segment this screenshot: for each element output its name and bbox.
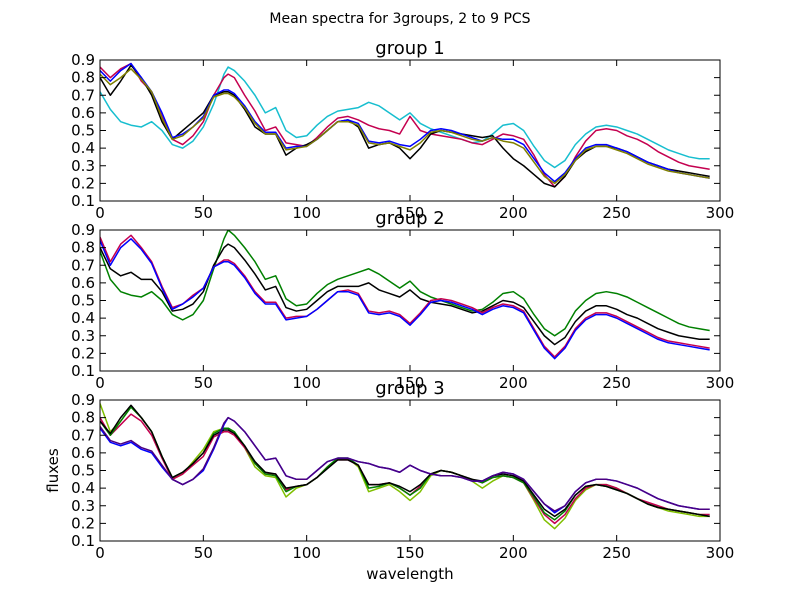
axes-layer: 0 50 100 150 200 250 3000.10.20.30.40.50.60.70… <box>44 38 734 583</box>
y-tick-label: 0.6 <box>71 104 95 122</box>
x-tick-label: 100 <box>292 204 321 222</box>
x-tick-label: 0 <box>95 544 105 562</box>
subplot-title: group 1 <box>375 38 444 59</box>
x-tick-label: 250 <box>602 544 631 562</box>
x-tick-label: 150 <box>396 544 425 562</box>
y-tick-label: 0.2 <box>71 514 95 532</box>
x-tick-label: 300 <box>706 374 735 392</box>
y-tick-label: 0.8 <box>71 239 95 257</box>
x-tick-label: 0 <box>95 204 105 222</box>
x-tick-label: 200 <box>499 544 528 562</box>
x-tick-label: 100 <box>292 374 321 392</box>
series-line-1 <box>100 230 710 337</box>
subplot-title: group 2 <box>375 208 444 229</box>
figure-suptitle: Mean spectra for 3groups, 2 to 9 PCS <box>269 11 530 27</box>
y-tick-label: 0.3 <box>71 497 95 515</box>
series-line-4 <box>100 404 710 518</box>
y-tick-label: 0.1 <box>71 192 95 210</box>
series-line-5 <box>100 68 710 185</box>
series-line-2 <box>100 243 710 346</box>
subplot-group-3: 0 50 100 150 200 250 3000.10.20.30.40.50.60.70… <box>44 378 734 583</box>
series-line-1 <box>100 66 710 169</box>
series-lines <box>100 62 710 188</box>
y-tick-label: 0.2 <box>71 344 95 362</box>
y-tick-label: 0.9 <box>71 391 95 409</box>
y-tick-label: 0.3 <box>71 327 95 345</box>
series-line-4 <box>100 62 710 183</box>
series-line-2 <box>100 62 710 188</box>
x-tick-label: 50 <box>194 374 213 392</box>
x-tick-label: 250 <box>602 374 631 392</box>
y-tick-label: 0.5 <box>71 292 95 310</box>
y-tick-label: 0.1 <box>71 532 95 550</box>
y-tick-label: 0.4 <box>71 139 95 157</box>
x-tick-label: 0 <box>95 374 105 392</box>
y-tick-label: 0.6 <box>71 444 95 462</box>
x-tick-label: 50 <box>194 204 213 222</box>
y-tick-label: 0.8 <box>71 409 95 427</box>
y-tick-label: 0.7 <box>71 426 95 444</box>
subplot-group-2: 0 50 100 150 200 250 3000.10.20.30.40.50.60.70… <box>71 208 734 392</box>
y-tick-label: 0.3 <box>71 157 95 175</box>
y-tick-label: 0.9 <box>71 221 95 239</box>
x-tick-label: 250 <box>602 204 631 222</box>
y-axis-label: fluxes <box>44 448 62 493</box>
series-lines <box>100 230 710 360</box>
y-tick-label: 0.5 <box>71 122 95 140</box>
y-tick-label: 0.5 <box>71 462 95 480</box>
series-line-6 <box>100 416 710 512</box>
y-tick-label: 0.9 <box>71 51 95 69</box>
series-lines <box>100 403 710 530</box>
y-tick-label: 0.8 <box>71 69 95 87</box>
x-axis-label: wavelength <box>366 565 453 583</box>
y-tick-label: 0.4 <box>71 479 95 497</box>
x-tick-label: 300 <box>706 204 735 222</box>
x-tick-label: 50 <box>194 544 213 562</box>
x-tick-label: 150 <box>396 204 425 222</box>
series-line-4 <box>100 238 710 360</box>
x-tick-label: 200 <box>499 204 528 222</box>
subplot-group-1: 0 50 100 150 200 250 3000.10.20.30.40.50.60.70… <box>71 38 734 222</box>
y-tick-label: 0.2 <box>71 174 95 192</box>
x-tick-label: 150 <box>396 374 425 392</box>
y-tick-label: 0.7 <box>71 86 95 104</box>
x-tick-label: 300 <box>706 544 735 562</box>
y-tick-label: 0.1 <box>71 362 95 380</box>
y-tick-label: 0.7 <box>71 256 95 274</box>
subplot-title: group 3 <box>375 378 444 399</box>
y-tick-label: 0.4 <box>71 309 95 327</box>
x-tick-label: 200 <box>499 374 528 392</box>
x-tick-label: 100 <box>292 544 321 562</box>
y-tick-label: 0.6 <box>71 274 95 292</box>
